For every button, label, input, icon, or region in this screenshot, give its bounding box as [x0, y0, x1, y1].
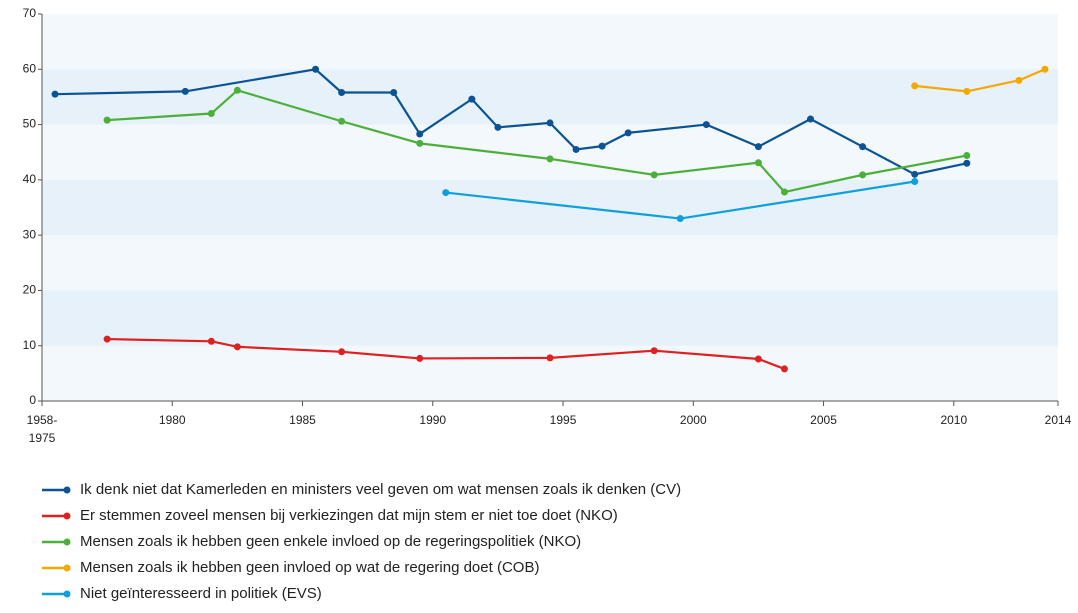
point [442, 189, 450, 197]
point [207, 337, 215, 345]
point [624, 129, 632, 137]
point [468, 95, 476, 103]
point [859, 143, 867, 151]
point [963, 87, 971, 95]
point [911, 178, 919, 186]
point [650, 171, 658, 179]
band [42, 69, 1058, 125]
legend-label: Mensen zoals ik hebben geen invloed op w… [80, 559, 539, 576]
y-tick-label: 0 [29, 393, 36, 407]
y-tick-label: 20 [23, 283, 37, 297]
point [416, 354, 424, 362]
point [702, 121, 710, 129]
x-tick-label: 2005 [810, 413, 837, 427]
legend-label: Er stemmen zoveel mensen bij verkiezinge… [80, 507, 618, 524]
band [42, 345, 1058, 401]
point [754, 143, 762, 151]
point [416, 130, 424, 138]
point [963, 152, 971, 160]
line [55, 68, 968, 176]
legend-dot [63, 538, 71, 546]
point [103, 116, 111, 124]
legend-label: Mensen zoals ik hebben geen enkele invlo… [80, 533, 581, 550]
point [312, 65, 320, 73]
point [233, 343, 241, 351]
legend-dot [63, 512, 71, 520]
y-tick-label: 30 [23, 227, 37, 241]
point [390, 89, 398, 97]
x-tick-label: 2014 [1045, 413, 1072, 427]
x-tick-label: 1995 [550, 413, 577, 427]
legend-label: Niet geïnteresseerd in politiek (EVS) [80, 585, 322, 602]
band [42, 179, 1058, 236]
point [103, 335, 111, 343]
point [1041, 65, 1049, 73]
y-tick-label: 40 [23, 172, 37, 186]
point [181, 87, 189, 95]
point [494, 123, 502, 131]
line [914, 68, 1046, 93]
point [780, 365, 788, 373]
y-tick-label: 60 [23, 61, 37, 75]
legend-dot [63, 590, 71, 598]
point [338, 117, 346, 125]
y-tick-label: 10 [23, 338, 37, 352]
band [42, 235, 1058, 291]
point [416, 139, 424, 147]
point [598, 142, 606, 150]
legend-dot [63, 486, 71, 494]
band [42, 14, 1058, 70]
y-tick-label: 70 [23, 6, 37, 20]
x-tick-label-line: 1975 [29, 431, 56, 445]
point [207, 110, 215, 118]
point [676, 215, 684, 223]
point [546, 354, 554, 362]
point [1015, 76, 1023, 84]
point [780, 188, 788, 196]
point [963, 159, 971, 167]
legend-label: Ik denk niet dat Kamerleden en ministers… [80, 481, 681, 498]
x-tick-label: 1958- 1975 [27, 413, 58, 445]
x-tick-label: 1985 [289, 413, 316, 427]
point [338, 348, 346, 356]
x-tick-label-line: 1958- [27, 413, 58, 427]
point [233, 86, 241, 94]
point [51, 90, 59, 98]
y-tick-label: 50 [23, 117, 37, 131]
point [859, 171, 867, 179]
point [911, 170, 919, 178]
point [754, 159, 762, 167]
point [546, 119, 554, 127]
point [546, 155, 554, 163]
point [338, 89, 346, 97]
point [572, 145, 580, 153]
x-tick-label: 2000 [680, 413, 707, 427]
point [650, 347, 658, 355]
x-tick-label: 2010 [940, 413, 967, 427]
band [42, 290, 1058, 346]
point [911, 82, 919, 90]
point [754, 355, 762, 363]
x-tick-label: 1990 [419, 413, 446, 427]
legend-dot [63, 564, 71, 572]
x-tick-label: 1980 [159, 413, 186, 427]
band [42, 124, 1058, 180]
point [807, 115, 815, 123]
